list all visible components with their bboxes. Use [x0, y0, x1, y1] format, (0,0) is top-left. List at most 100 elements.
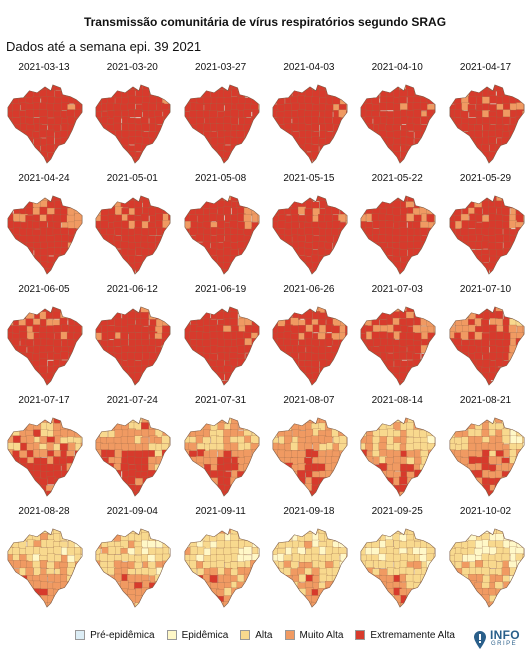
legend-swatch: [355, 630, 366, 640]
map-region: [107, 417, 116, 424]
map-region: [203, 387, 211, 392]
map-region: [433, 138, 436, 147]
map-region: [243, 109, 252, 118]
map-region: [107, 248, 116, 257]
map-region: [127, 456, 136, 465]
map-region: [109, 497, 117, 503]
map-region: [419, 367, 428, 376]
map-region: [276, 89, 285, 98]
map-region: [96, 123, 102, 132]
map-region: [108, 306, 117, 313]
map-region: [461, 144, 470, 153]
map-region: [47, 553, 56, 562]
map-region: [522, 471, 524, 480]
map-region: [292, 150, 301, 159]
map-region: [501, 602, 510, 608]
map-region: [461, 490, 470, 497]
map-region: [433, 417, 436, 425]
map-region: [433, 221, 436, 230]
map-region: [203, 491, 212, 497]
map-region: [54, 386, 62, 392]
map-region: [508, 345, 517, 354]
map-region: [420, 574, 429, 583]
map-region: [339, 137, 348, 146]
map-region: [61, 324, 70, 333]
map-region: [332, 151, 341, 160]
legend-swatch: [240, 630, 251, 640]
map-region: [163, 312, 171, 321]
map-region: [284, 596, 293, 605]
map-region: [514, 533, 523, 542]
map-region: [473, 352, 482, 361]
map-region: [54, 234, 63, 243]
map-region: [243, 344, 252, 353]
map-region: [407, 345, 416, 354]
map-region: [427, 379, 436, 386]
map-region: [523, 165, 530, 170]
map-region: [522, 456, 524, 465]
map-region: [272, 199, 280, 208]
map-region: [303, 483, 312, 492]
map-region: [210, 276, 218, 281]
map-region: [332, 165, 340, 170]
map-region: [516, 311, 524, 320]
map-region: [257, 372, 259, 382]
map-region: [522, 360, 524, 369]
map-region: [346, 436, 348, 445]
map-region: [285, 345, 294, 354]
map-region: [188, 372, 197, 381]
map-region: [516, 497, 524, 503]
map-region: [33, 602, 42, 608]
map-region: [237, 195, 246, 202]
map-region: [120, 484, 129, 493]
map-region: [474, 602, 483, 608]
map-region: [361, 380, 368, 386]
map-region: [434, 560, 436, 569]
map-region: [453, 138, 462, 147]
map-region: [96, 97, 102, 106]
map-region: [523, 247, 524, 257]
map-region: [243, 601, 252, 608]
map-region: [332, 220, 341, 229]
map-region: [155, 553, 164, 562]
map-region: [468, 417, 477, 425]
map-region: [319, 610, 327, 614]
map-region: [39, 89, 48, 98]
map-region: [319, 498, 327, 503]
map-region: [284, 165, 292, 170]
map-region: [278, 199, 287, 208]
map-region: [189, 137, 198, 146]
map-region: [311, 546, 320, 555]
map-region: [494, 553, 503, 562]
map-region: [250, 268, 259, 275]
map-region: [379, 429, 388, 438]
map-region: [154, 255, 163, 264]
map-region: [46, 442, 55, 451]
map-region: [481, 123, 490, 132]
map-region: [182, 498, 190, 503]
map-region: [494, 483, 503, 492]
map-region: [413, 157, 422, 164]
map-region: [162, 456, 171, 465]
map-region: [216, 275, 224, 281]
map-region: [107, 491, 116, 497]
map-region: [188, 470, 197, 480]
map-region: [385, 491, 394, 497]
map-region: [311, 567, 320, 576]
map-region: [154, 417, 163, 425]
map-region: [522, 95, 524, 104]
map-region: [258, 326, 259, 335]
map-panel: 2021-08-21: [442, 395, 530, 506]
map-region: [184, 151, 192, 160]
map-region: [508, 528, 517, 535]
map-region: [60, 351, 69, 360]
map-region: [169, 102, 171, 111]
map-region: [13, 84, 22, 92]
map-region: [297, 602, 306, 608]
country-outline: [449, 417, 524, 497]
map-region: [20, 277, 28, 281]
map-region: [33, 417, 42, 424]
map-region: [480, 227, 489, 237]
map-region: [461, 276, 469, 281]
map-region: [522, 595, 524, 604]
